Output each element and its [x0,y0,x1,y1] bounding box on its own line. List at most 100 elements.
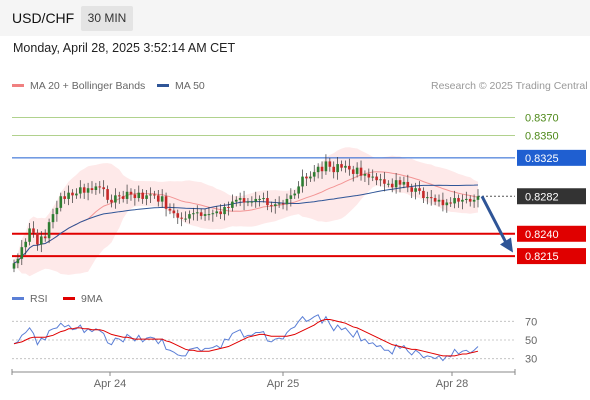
candle-body [172,210,176,214]
candle-body [398,180,402,185]
candle-body [184,218,187,220]
candle-body [82,187,86,193]
candle-body [246,201,250,203]
candle-body [406,181,410,188]
candle-body [289,195,293,199]
candle-body [43,236,47,239]
support-label: 0.8240 [525,229,559,241]
candle-body [137,192,141,199]
candle-body [199,212,203,216]
candle-body [367,173,371,178]
pivot-label: 0.8325 [525,153,559,165]
candle-body [309,176,312,179]
bollinger-band [14,147,478,277]
candle-body [387,183,390,185]
candle-body [355,167,359,174]
header-bar: USD/CHF 30 MIN [0,0,590,36]
candle-body [234,199,238,202]
candle-body [149,194,152,196]
level-lines [12,117,515,258]
candle-body [351,169,355,174]
x-tick-label: Apr 28 [436,378,468,390]
candle-body [426,197,429,199]
forecast-arrow [480,195,513,253]
candle-body [465,198,468,200]
candle-body [270,205,273,207]
candle-body [223,206,226,215]
candle-body [86,188,90,193]
candle-body [20,247,24,259]
candle-body [449,202,453,204]
candle-body [277,203,281,205]
candle-body [28,228,31,242]
9ma-swatch [63,296,75,300]
9ma-label: 9MA [81,293,103,305]
candle-body [433,198,437,202]
candle-body [281,203,285,205]
candle-body [160,196,164,202]
candle-body [422,190,425,199]
rsi-line [13,314,479,362]
legend-ma20: MA 20 + Bollinger Bands [12,80,145,92]
candle-body [258,198,261,200]
candle-body [461,199,464,202]
candle-body [207,214,211,216]
candle-body [24,241,27,248]
rsi-tick-label: 30 [525,354,537,366]
bollinger-band-area [14,147,478,277]
candle-body [414,188,417,192]
time-axis: Apr 24 Apr 25 Apr 28 [11,369,516,390]
candle-body [316,166,320,173]
level-labels: 0.8370 0.8350 0.8325 0.8282 0.8240 0.8215 [517,113,586,265]
candle-body [133,194,137,199]
candle-body [363,173,367,176]
candle-body [359,167,363,176]
candle-body [457,198,460,202]
candle-body [476,196,480,200]
last-price-label: 0.8282 [525,191,559,203]
candle-body [437,199,441,202]
candle-body [125,191,129,199]
candle-body [51,214,55,223]
candle-body [168,208,172,211]
timeframe-button[interactable]: 30 MIN [81,6,133,31]
candle-body [410,187,414,192]
candle-body [383,179,386,184]
candle-body [305,176,308,179]
candle-body [418,188,421,191]
rsi-label: RSI [30,293,48,305]
timestamp-text: Monday, April 28, 2025 3:52:14 AM CET [13,41,236,55]
candle-body [129,191,133,195]
candle-body [188,214,191,219]
legend-9ma: 9MA [63,293,103,305]
candle-body [63,196,66,199]
candle-body [90,188,94,190]
candle-body [379,179,382,181]
candle-body [371,176,375,178]
candle-body [441,199,445,206]
candle-body [203,214,207,216]
candle-body [344,165,347,168]
candle-body [312,172,316,177]
candle-body [176,213,180,218]
candle-body [340,164,343,168]
candle-body [453,198,456,204]
candle-body [36,232,39,245]
candle-body [273,204,277,207]
rsi-ma-line [13,318,479,357]
candle-body [141,192,144,199]
x-tick-label: Apr 24 [94,378,126,390]
rsi-swatch [12,296,24,300]
ma50-swatch [157,83,169,87]
x-tick-label: Apr 25 [267,378,299,390]
resistance-label: 0.8350 [525,131,559,143]
candle-body [320,166,324,172]
candle-body [402,181,406,185]
candle-body [445,202,449,206]
legend-rsi: RSI [12,293,48,305]
candle-body [394,180,398,188]
candle-body [94,186,98,190]
candle-body [153,194,156,196]
candle-body [429,197,433,199]
